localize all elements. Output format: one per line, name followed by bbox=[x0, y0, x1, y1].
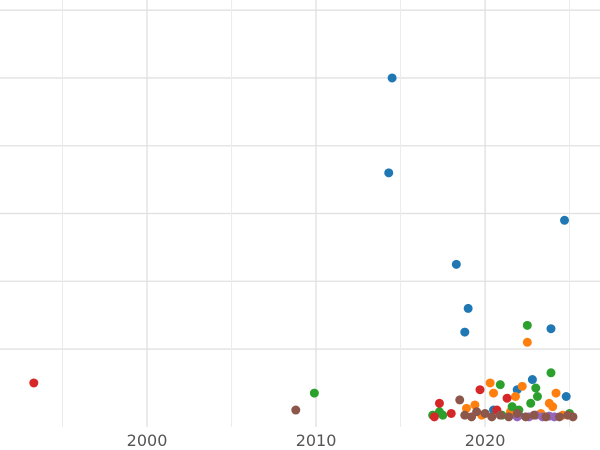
data-point-orange bbox=[485, 378, 495, 388]
data-point-brown bbox=[541, 412, 551, 422]
data-point-blue bbox=[384, 168, 394, 178]
data-point-green bbox=[531, 383, 541, 393]
grid bbox=[0, 0, 600, 427]
data-point-brown bbox=[487, 412, 497, 422]
data-point-brown bbox=[504, 412, 514, 422]
data-point-brown bbox=[472, 407, 482, 417]
data-point-green bbox=[495, 380, 505, 390]
data-point-brown bbox=[568, 412, 578, 422]
data-point-blue bbox=[463, 303, 473, 313]
data-point-brown bbox=[512, 408, 522, 418]
data-point-green bbox=[309, 388, 319, 398]
data-point-brown bbox=[480, 408, 490, 418]
data-point-orange bbox=[548, 402, 558, 412]
data-point-brown bbox=[521, 412, 531, 422]
x-tick-label: 2010 bbox=[296, 431, 337, 450]
data-point-orange bbox=[510, 392, 520, 401]
x-axis-ticks: 2000 2010 2020 bbox=[127, 431, 506, 450]
data-point-orange bbox=[551, 388, 561, 398]
data-point-blue bbox=[546, 324, 556, 334]
data-point-green bbox=[546, 368, 556, 378]
data-point-red bbox=[434, 398, 444, 408]
data-points bbox=[29, 73, 578, 422]
data-point-brown bbox=[554, 412, 564, 422]
data-point-green bbox=[438, 410, 448, 420]
data-point-red bbox=[429, 412, 439, 422]
data-point-blue bbox=[527, 375, 537, 385]
data-point-green bbox=[532, 392, 542, 401]
data-point-brown bbox=[460, 410, 470, 420]
data-point-red bbox=[446, 408, 456, 418]
data-point-red bbox=[29, 378, 39, 388]
data-point-green bbox=[507, 402, 517, 412]
data-point-orange bbox=[517, 381, 527, 391]
data-point-brown bbox=[529, 410, 539, 420]
x-tick-label: 2000 bbox=[127, 431, 168, 450]
data-point-brown bbox=[495, 410, 505, 420]
data-point-blue bbox=[560, 215, 570, 225]
data-point-orange bbox=[489, 388, 499, 398]
data-point-brown bbox=[455, 395, 465, 405]
data-point-red bbox=[502, 393, 512, 403]
x-tick-label: 2020 bbox=[465, 431, 506, 450]
data-point-green bbox=[522, 320, 532, 330]
data-point-green bbox=[526, 398, 536, 408]
data-point-red bbox=[475, 385, 485, 395]
data-point-brown bbox=[291, 405, 301, 415]
data-point-orange bbox=[522, 337, 532, 347]
data-point-blue bbox=[561, 392, 571, 401]
data-point-blue bbox=[451, 259, 461, 269]
data-point-blue bbox=[460, 327, 470, 337]
data-point-orange bbox=[470, 400, 480, 410]
data-point-orange bbox=[461, 403, 471, 413]
data-point-blue bbox=[387, 73, 397, 83]
